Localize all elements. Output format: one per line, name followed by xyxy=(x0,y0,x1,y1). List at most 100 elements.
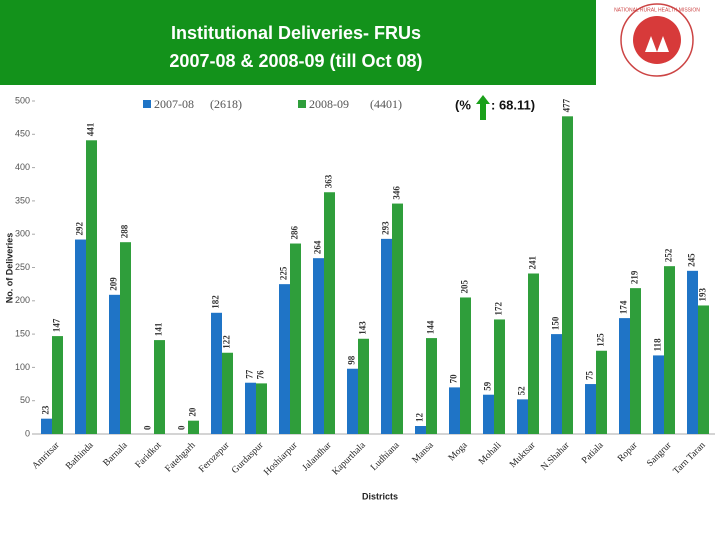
x-tick-label: Muktsar xyxy=(508,440,538,470)
value-label: 144 xyxy=(426,320,436,334)
value-label: 292 xyxy=(75,222,85,236)
bar xyxy=(279,284,290,434)
value-label: 150 xyxy=(551,316,561,330)
legend-swatch xyxy=(143,100,151,108)
value-label: 286 xyxy=(290,226,300,240)
bar xyxy=(245,382,256,434)
x-tick-label: Hoshiarpur xyxy=(262,440,300,478)
title-line: Institutional Deliveries- FRUs xyxy=(171,23,421,43)
value-label: 241 xyxy=(528,255,538,269)
bar xyxy=(75,239,86,434)
x-tick-label: Bathinda xyxy=(64,440,96,472)
value-label: 0 xyxy=(143,425,153,430)
value-label: 0 xyxy=(177,425,187,430)
value-label: 477 xyxy=(562,98,572,112)
x-tick-label: Mansa xyxy=(411,440,437,466)
bar xyxy=(358,338,369,434)
bar xyxy=(154,340,165,434)
bar xyxy=(494,319,505,434)
legend-label: 2008-09 xyxy=(309,97,349,111)
bar xyxy=(120,242,131,434)
bar xyxy=(211,312,222,434)
bar xyxy=(324,192,335,434)
bar xyxy=(619,318,630,434)
header-bar xyxy=(0,0,596,85)
bar xyxy=(347,368,358,434)
bar xyxy=(562,116,573,435)
value-label: 12 xyxy=(415,413,425,423)
title-line: 2007-08 & 2008-09 (till Oct 08) xyxy=(169,51,422,71)
value-label: 76 xyxy=(256,370,266,380)
x-tick-label: Faridkot xyxy=(134,440,164,470)
bar xyxy=(551,334,562,434)
bar xyxy=(109,294,120,434)
bar xyxy=(528,273,539,434)
x-tick-label: Moga xyxy=(447,440,470,463)
y-tick-label: 250 xyxy=(15,262,30,272)
x-tick-label: Barnala xyxy=(102,440,131,469)
value-label: 122 xyxy=(222,335,232,349)
value-label: 288 xyxy=(120,224,130,238)
bar xyxy=(426,338,437,434)
bar xyxy=(630,288,641,434)
bar xyxy=(596,350,607,434)
bar xyxy=(41,418,52,434)
bar xyxy=(585,384,596,434)
value-label: 441 xyxy=(86,122,96,136)
legend-total: (4401) xyxy=(370,97,402,111)
y-tick-label: 150 xyxy=(15,328,30,338)
y-tick-label: 400 xyxy=(15,162,30,172)
value-label: 98 xyxy=(347,355,357,365)
value-label: 293 xyxy=(381,221,391,235)
value-label: 363 xyxy=(324,174,334,188)
y-tick-label: 500 xyxy=(15,95,30,105)
legend-label: 2007-08 xyxy=(154,97,194,111)
value-label: 147 xyxy=(52,318,62,332)
y-tick-label: 50 xyxy=(20,395,30,405)
value-label: 174 xyxy=(619,300,629,314)
logo-figures xyxy=(645,36,669,52)
bar xyxy=(687,270,698,434)
value-label: 209 xyxy=(109,277,119,291)
x-tick-label: Amritsar xyxy=(31,440,63,472)
bar xyxy=(449,387,460,434)
value-label: 20 xyxy=(188,407,198,417)
value-label: 59 xyxy=(483,381,493,391)
bar xyxy=(653,355,664,434)
x-tick-label: Ropar xyxy=(616,440,640,464)
value-label: 141 xyxy=(154,322,164,336)
x-tick-label: Jalandhar xyxy=(301,440,334,473)
bar xyxy=(392,203,403,434)
x-tick-label: Sangrur xyxy=(645,440,674,469)
bar xyxy=(52,336,63,434)
value-label: 205 xyxy=(460,279,470,293)
x-tick-label: N.Shahar xyxy=(539,440,572,473)
bar xyxy=(517,399,528,434)
y-tick-label: 450 xyxy=(15,129,30,139)
logo: NATIONAL RURAL HEALTH MISSION xyxy=(614,3,700,77)
x-tick-label: Mohali xyxy=(477,440,504,467)
value-label: 52 xyxy=(517,386,527,396)
x-tick-label: Patiala xyxy=(580,440,606,466)
bar xyxy=(290,243,301,434)
y-tick-label: 200 xyxy=(15,295,30,305)
annotation: (% xyxy=(455,97,471,112)
bar xyxy=(86,140,97,434)
value-label: 346 xyxy=(392,186,402,200)
y-tick-label: 0 xyxy=(25,428,30,438)
value-label: 264 xyxy=(313,240,323,254)
logo-disc xyxy=(633,16,681,64)
bar xyxy=(483,394,494,434)
value-label: 193 xyxy=(698,287,708,301)
bar xyxy=(188,420,199,434)
bar xyxy=(313,258,324,434)
y-tick-label: 350 xyxy=(15,195,30,205)
legend-total: (2618) xyxy=(210,97,242,111)
x-axis-title: Districts xyxy=(362,491,398,501)
bar xyxy=(460,297,471,434)
bar xyxy=(256,383,267,434)
x-tick-label: Fatehgarh xyxy=(164,440,198,474)
value-label: 23 xyxy=(41,405,51,415)
value-label: 219 xyxy=(630,270,640,284)
